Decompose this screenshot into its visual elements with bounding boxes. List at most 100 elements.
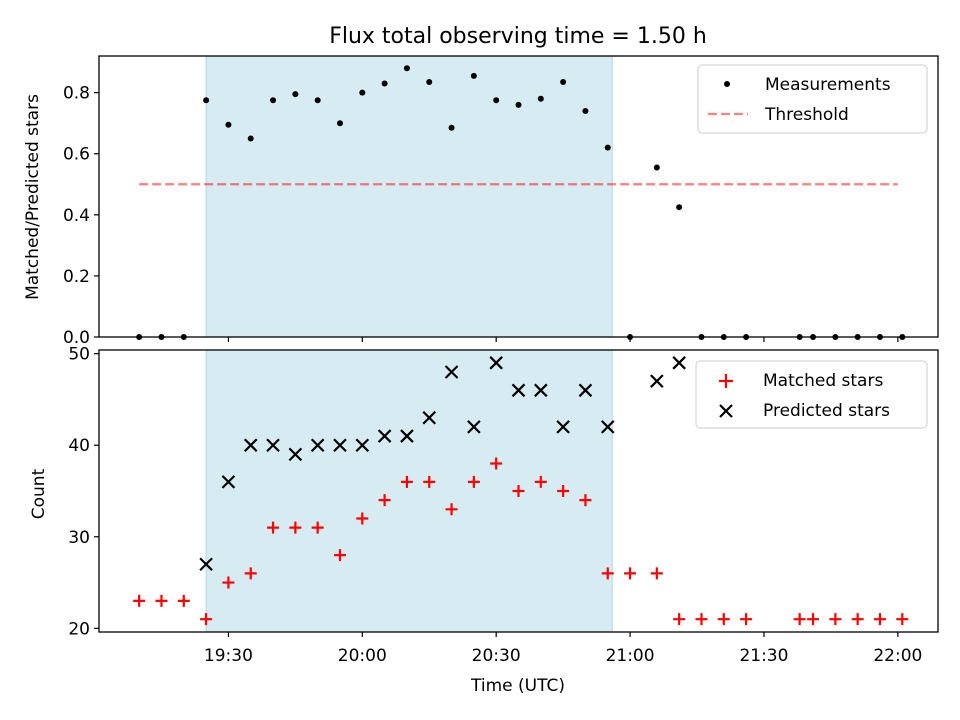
measurement-point: [653, 164, 660, 171]
predicted-star-point: [243, 438, 258, 452]
matched-star-point: [717, 613, 730, 626]
matched-star-point: [624, 567, 637, 580]
ytick-label: 0.0: [63, 328, 90, 348]
x-axis-label: Time (UTC): [470, 676, 565, 696]
panel-top-frame: [98, 55, 939, 338]
measurement-point: [560, 78, 567, 85]
measurement-point: [515, 101, 522, 108]
panel-top-shade: [205, 55, 613, 338]
measurement-point: [314, 97, 321, 104]
matched-star-point: [177, 594, 190, 607]
matched-star-point: [200, 613, 213, 626]
predicted-star-point: [534, 383, 548, 398]
legend-measurements-marker: [724, 81, 730, 87]
predicted-star-point: [333, 438, 347, 452]
matched-star-point: [356, 512, 369, 525]
measurement-point: [582, 107, 589, 114]
predicted-star-point: [221, 475, 236, 489]
predicted-star-point: [422, 410, 437, 425]
matched-star-point: [244, 567, 257, 580]
predicted-star-point: [288, 447, 303, 462]
matched-star-point: [400, 475, 413, 488]
matched-star-point: [793, 613, 806, 626]
predicted-star-point: [600, 420, 615, 434]
legend-predicted-label: Predicted stars: [763, 401, 890, 421]
matched-star-point: [378, 494, 391, 507]
ytick-label: 40: [68, 436, 90, 456]
measurement-point: [676, 204, 683, 211]
measurement-point: [381, 80, 388, 87]
matched-star-point: [740, 613, 753, 626]
matched-star-point: [851, 613, 864, 626]
ytick-label: 0.8: [63, 84, 90, 104]
measurement-point: [270, 97, 277, 104]
measurement-point: [336, 120, 343, 127]
panel-top-legend: Measurements Threshold: [697, 64, 928, 134]
matched-star-point: [311, 521, 324, 534]
panel-bottom-yticks: 20 30 40 50: [68, 345, 99, 639]
matched-star-point: [650, 567, 663, 580]
ytick-label: 20: [68, 619, 90, 639]
flux-ratio-panel: 0.00.20.40.60.8 Matched/Predicted stars …: [23, 55, 939, 348]
predicted-star-point: [400, 429, 414, 443]
xtick-label: 21:00: [606, 646, 655, 666]
predicted-star-point: [511, 383, 526, 398]
matched-star-point: [155, 594, 168, 607]
matched-star-point: [423, 475, 436, 488]
measurement-point: [470, 72, 477, 79]
matched-star-point: [534, 475, 547, 488]
matched-star-point: [557, 485, 570, 497]
legend-matched-label: Matched stars: [763, 371, 883, 391]
matched-star-point: [467, 475, 480, 488]
legend-matched-marker: [719, 374, 733, 388]
predicted-star-point: [467, 420, 481, 434]
measurement-point: [247, 135, 254, 142]
panel-bottom-ylabel: Count: [29, 468, 49, 519]
legend-predicted-marker: [719, 404, 733, 418]
matched-star-point: [222, 576, 235, 589]
ytick-label: 50: [68, 345, 90, 365]
matched-star-point: [289, 521, 302, 534]
panel-bottom-marks: [133, 356, 909, 626]
predicted-star-point: [377, 429, 392, 443]
predicted-star-point: [556, 420, 570, 434]
predicted-star-point: [672, 356, 686, 370]
matched-star-point: [133, 594, 146, 607]
predicted-star-point: [489, 356, 503, 370]
legend-top-box: [697, 64, 928, 134]
predicted-star-point: [310, 438, 325, 452]
measurement-point: [604, 144, 611, 151]
measurement-point: [448, 124, 455, 131]
legend-threshold-label: Threshold: [764, 105, 849, 125]
ytick-label: 0.4: [63, 206, 90, 226]
measurement-point: [537, 95, 544, 102]
figure-title: Flux total observing time = 1.50 h: [329, 24, 707, 49]
predicted-star-point: [355, 438, 370, 452]
legend-bottom-box: [695, 360, 928, 429]
measurement-point: [292, 91, 299, 98]
ytick-label: 0.6: [63, 145, 90, 165]
ytick-label: 30: [68, 528, 90, 548]
matched-star-point: [445, 503, 458, 516]
matched-star-point: [896, 613, 909, 626]
panel-bottom-shade: [205, 349, 613, 633]
measurement-point: [426, 78, 433, 85]
predicted-star-point: [266, 438, 280, 452]
legend-measurements-label: Measurements: [765, 75, 891, 95]
matched-star-point: [673, 613, 686, 626]
panel-bottom-legend: Matched stars Predicted stars: [695, 360, 928, 429]
xtick-label: 21:30: [739, 646, 788, 666]
matched-star-point: [333, 549, 346, 562]
matched-star-point: [267, 521, 280, 534]
predicted-star-point: [444, 365, 459, 379]
matched-star-point: [829, 613, 842, 626]
measurement-point: [493, 97, 500, 104]
matched-star-point: [873, 613, 886, 626]
predicted-star-point: [199, 557, 213, 572]
panel-bottom-xticks: 19:30 20:00 20:30 21:00 21:30 22:00: [204, 632, 922, 666]
xtick-label: 22:00: [873, 646, 922, 666]
matched-star-point: [695, 613, 708, 626]
panel-top-marks: [136, 65, 906, 340]
